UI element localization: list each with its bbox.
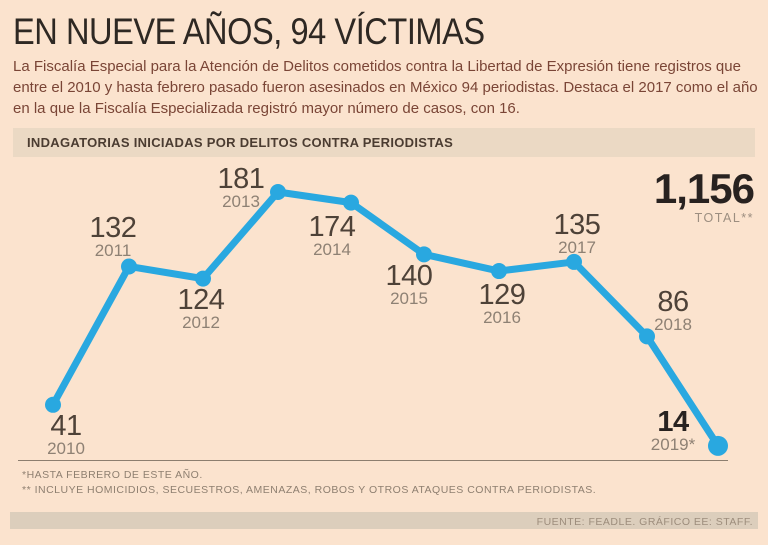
total-block: 1,156 TOTAL** <box>653 165 755 226</box>
point-value: 124 <box>177 284 225 316</box>
data-point-2019 <box>708 435 728 456</box>
data-point-label-2010: 41 2010 <box>47 412 85 458</box>
point-value: 14 <box>657 406 689 438</box>
data-point-2014 <box>343 194 359 211</box>
data-point-2011 <box>121 258 137 275</box>
data-point-label-2011: 132 2011 <box>90 214 137 260</box>
point-year: 2017 <box>558 238 596 257</box>
total-value: 1,156 <box>653 165 755 212</box>
point-year: 2014 <box>313 240 351 259</box>
page-title: EN NUEVE AÑOS, 94 VÍCTIMAS <box>13 11 485 52</box>
point-year: 2019* <box>650 435 696 454</box>
data-point-label-2014: 174 2014 <box>309 213 356 259</box>
divider-line <box>18 460 728 461</box>
data-point-2013 <box>270 184 286 200</box>
point-year: 2016 <box>483 308 521 327</box>
data-point-label-2018: 86 2018 <box>654 288 692 334</box>
footnote-asterisk: *HASTA FEBRERO DE ESTE AÑO. <box>22 469 203 481</box>
trend-line <box>49 188 722 450</box>
point-value: 41 <box>50 410 82 442</box>
footnotes: *HASTA FEBRERO DE ESTE AÑO. ** INCLUYE H… <box>22 468 596 498</box>
data-point-label-2019: 14 2019* <box>651 408 695 454</box>
source-bar: FUENTE: FEADLE. GRÁFICO EE: STAFF. <box>10 512 758 529</box>
data-point-2018 <box>639 328 655 345</box>
data-point-label-2015: 140 2015 <box>386 262 433 308</box>
total-label: TOTAL** <box>694 211 754 225</box>
data-point-label-2013: 181 2013 <box>218 165 265 211</box>
point-value: 86 <box>657 286 689 318</box>
data-point-2016 <box>491 263 507 280</box>
point-year: 2011 <box>94 241 132 260</box>
data-point-label-2016: 129 2016 <box>479 281 526 327</box>
intro-paragraph: La Fiscalía Especial para la Atención de… <box>13 58 758 117</box>
chart-title: INDAGATORIAS INICIADAS POR DELITOS CONTR… <box>27 135 454 150</box>
footnote-double-asterisk: ** INCLUYE HOMICIDIOS, SECUESTROS, AMENA… <box>22 484 597 496</box>
point-year: 2010 <box>47 439 85 458</box>
point-year: 2015 <box>390 289 428 308</box>
point-value: 135 <box>553 209 601 241</box>
data-point-label-2012: 124 2012 <box>178 286 225 332</box>
source-text: FUENTE: FEADLE. GRÁFICO EE: STAFF. <box>536 516 753 528</box>
point-year: 2018 <box>654 315 692 334</box>
point-value: 129 <box>478 279 526 311</box>
point-year: 2012 <box>182 313 220 332</box>
chart-title-banner: INDAGATORIAS INICIADAS POR DELITOS CONTR… <box>13 128 755 157</box>
point-year: 2013 <box>222 192 260 211</box>
point-value: 174 <box>308 211 356 243</box>
data-point-label-2017: 135 2017 <box>554 211 601 257</box>
point-value: 181 <box>217 163 265 195</box>
point-value: 132 <box>89 212 137 244</box>
point-value: 140 <box>385 260 433 292</box>
